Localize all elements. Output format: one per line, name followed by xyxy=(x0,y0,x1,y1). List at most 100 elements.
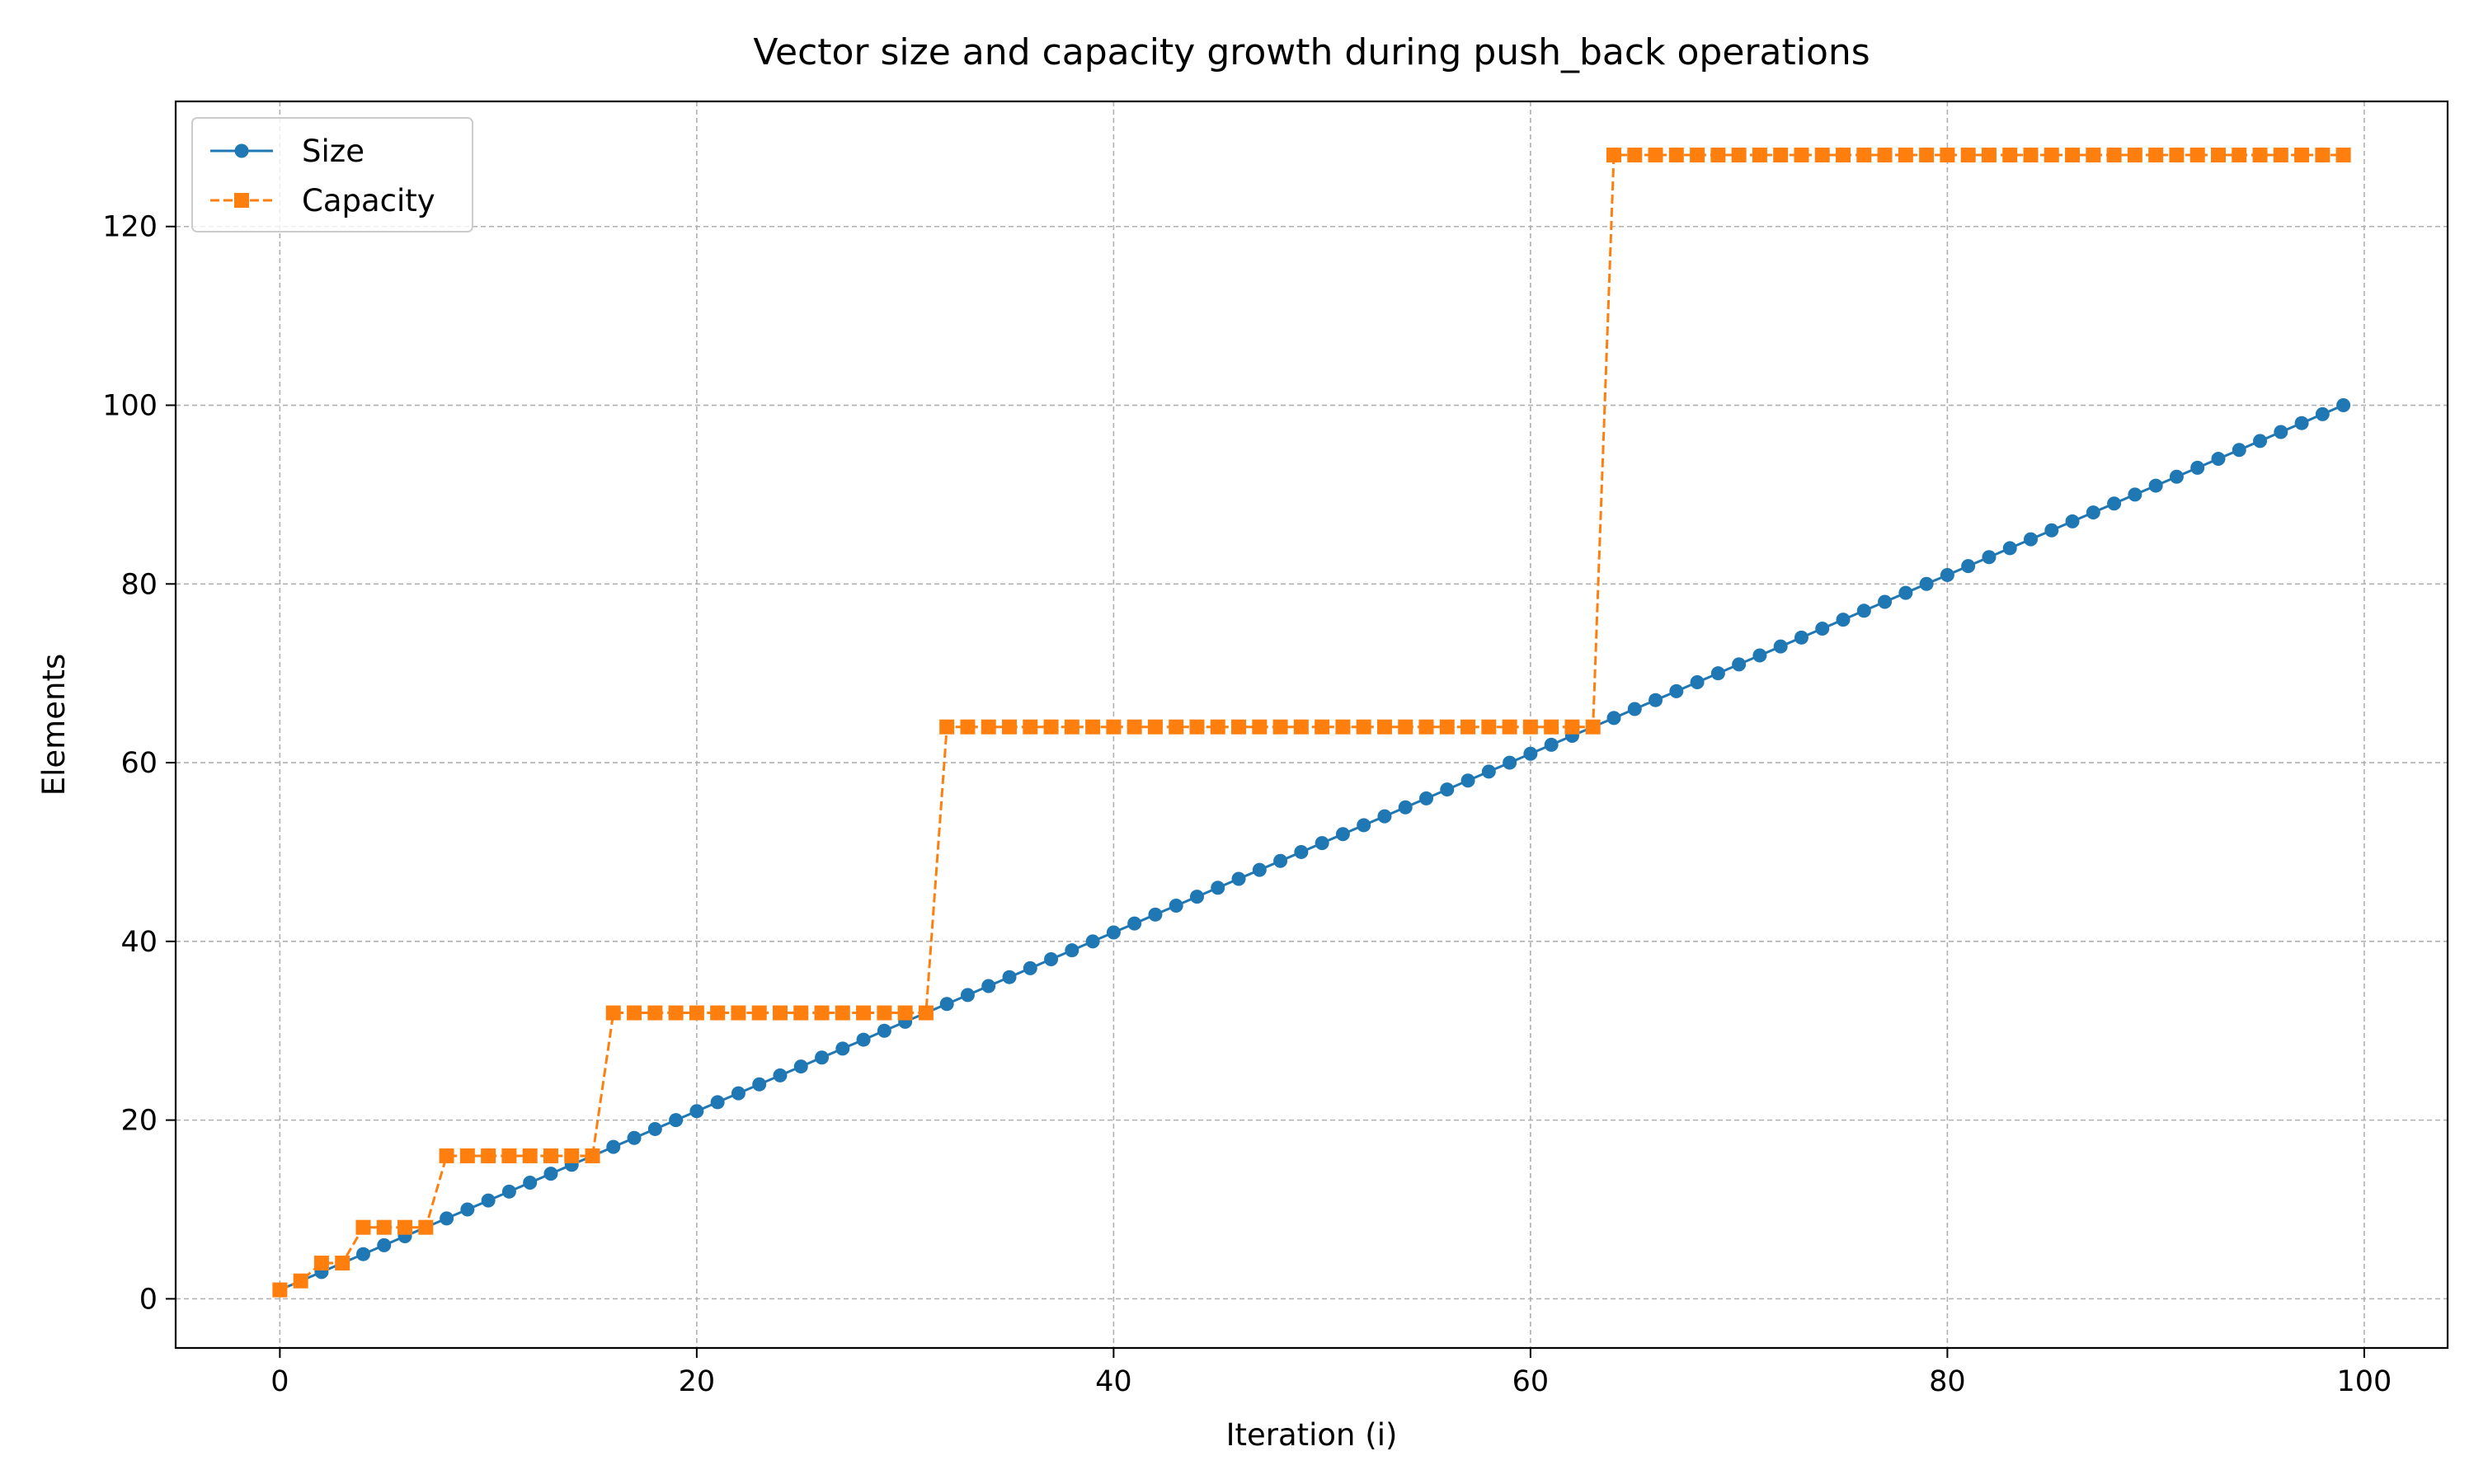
size-point xyxy=(1440,782,1455,797)
size-point xyxy=(1357,818,1371,833)
capacity-point xyxy=(1231,719,1247,735)
size-point xyxy=(2294,416,2309,430)
legend-item-size: Size xyxy=(210,134,365,169)
size-point xyxy=(1815,621,1830,636)
capacity-point xyxy=(2252,148,2268,163)
plot-frame xyxy=(174,100,2449,1350)
capacity-point xyxy=(1752,148,1767,163)
capacity-point xyxy=(1210,719,1225,735)
size-point xyxy=(981,979,996,993)
size-point xyxy=(2211,452,2226,467)
capacity-point xyxy=(1147,719,1163,735)
size-point xyxy=(1002,970,1017,984)
capacity-point xyxy=(1293,719,1309,735)
size-point xyxy=(1503,755,1517,770)
size-point xyxy=(1940,567,1954,582)
capacity-point xyxy=(272,1282,288,1298)
size-point xyxy=(2086,505,2100,520)
capacity-point xyxy=(647,1005,663,1021)
size-point xyxy=(647,1121,662,1136)
size-point xyxy=(2128,487,2142,502)
capacity-point xyxy=(1564,719,1580,735)
size-point xyxy=(1419,791,1434,805)
y-tick-label: 0 xyxy=(139,1283,158,1316)
y-tick-label: 100 xyxy=(102,390,158,423)
size-point xyxy=(606,1139,621,1154)
capacity-point xyxy=(522,1148,538,1163)
capacity-point xyxy=(459,1148,475,1163)
y-tick-label: 120 xyxy=(102,211,158,244)
size-point xyxy=(1961,559,1976,574)
capacity-point xyxy=(2210,148,2226,163)
capacity-point xyxy=(1043,719,1059,735)
capacity-point xyxy=(1064,719,1079,735)
legend: Size Capacity xyxy=(191,117,473,232)
capacity-point xyxy=(1877,148,1893,163)
size-point xyxy=(1773,639,1788,654)
capacity-point xyxy=(1335,719,1351,735)
size-point xyxy=(1211,881,1225,895)
x-tick-label: 100 xyxy=(2336,1365,2392,1398)
size-point xyxy=(440,1211,454,1226)
capacity-point xyxy=(2002,148,2018,163)
size-point xyxy=(1523,746,1538,761)
capacity-point xyxy=(2169,148,2185,163)
x-tick-label: 60 xyxy=(1512,1365,1550,1398)
plot-series xyxy=(272,148,2351,1298)
capacity-point xyxy=(2086,148,2101,163)
capacity-point xyxy=(2044,148,2059,163)
size-point xyxy=(1377,809,1392,824)
capacity-point xyxy=(2335,148,2351,163)
size-point xyxy=(1044,952,1059,967)
size-point xyxy=(2044,523,2059,538)
capacity-point xyxy=(1169,719,1184,735)
size-point xyxy=(773,1068,788,1082)
size-point xyxy=(710,1095,725,1110)
size-point xyxy=(2002,541,2017,556)
legend-label-capacity: Capacity xyxy=(302,183,435,218)
capacity-point xyxy=(689,1005,704,1021)
y-tick-label: 80 xyxy=(120,568,158,601)
capacity-point xyxy=(2023,148,2039,163)
capacity-point xyxy=(814,1005,830,1021)
y-tick-label: 60 xyxy=(120,747,158,780)
size-point xyxy=(1231,871,1246,886)
capacity-point xyxy=(793,1005,809,1021)
size-point xyxy=(2190,460,2205,475)
capacity-point xyxy=(605,1005,621,1021)
capacity-point xyxy=(1814,148,1830,163)
size-point xyxy=(2065,514,2080,528)
capacity-point xyxy=(397,1219,413,1235)
capacity-point xyxy=(543,1148,558,1163)
size-point xyxy=(1752,648,1767,663)
legend-box xyxy=(191,117,473,232)
capacity-point xyxy=(835,1005,850,1021)
capacity-point xyxy=(501,1148,517,1163)
x-axis-label: Iteration (i) xyxy=(1226,1417,1398,1453)
size-point xyxy=(1794,630,1808,645)
capacity-point xyxy=(1002,719,1018,735)
capacity-point xyxy=(2148,148,2164,163)
capacity-point xyxy=(1898,148,1913,163)
size-point xyxy=(1023,960,1037,975)
size-point xyxy=(1856,603,1871,618)
size-point xyxy=(689,1104,704,1119)
size-point xyxy=(1148,907,1163,922)
capacity-point xyxy=(2294,148,2310,163)
capacity-point xyxy=(1398,719,1413,735)
size-point xyxy=(1732,657,1747,672)
capacity-point xyxy=(2315,148,2331,163)
size-point xyxy=(2169,469,2184,484)
capacity-point xyxy=(1981,148,1997,163)
capacity-point xyxy=(1836,148,1851,163)
size-point xyxy=(523,1175,538,1190)
size-point xyxy=(1252,862,1267,877)
legend-label-size: Size xyxy=(302,134,365,169)
capacity-point xyxy=(668,1005,684,1021)
capacity-point xyxy=(418,1219,434,1235)
capacity-point xyxy=(1544,719,1559,735)
capacity-point xyxy=(1106,719,1122,735)
capacity-point xyxy=(1690,148,1705,163)
size-point xyxy=(1273,853,1288,868)
